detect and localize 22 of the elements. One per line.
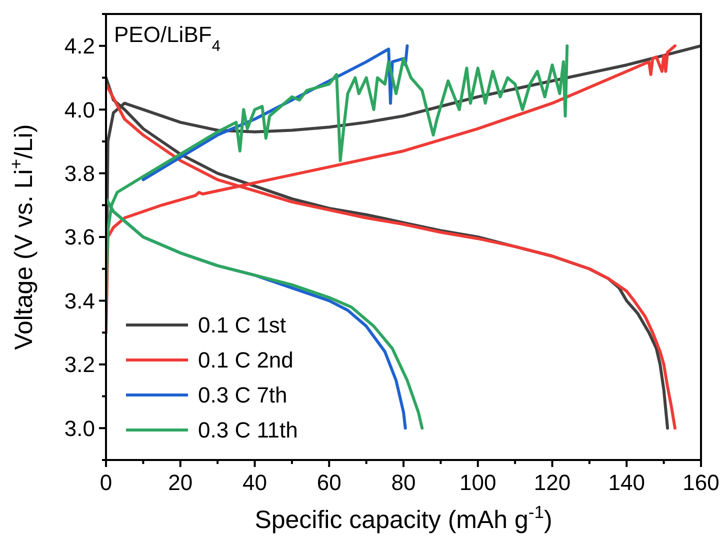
y-tick-label: 3.4 [64, 288, 95, 314]
x-tick-label: 100 [460, 470, 496, 495]
legend-label: 0.1 C 2nd [198, 348, 294, 373]
y-tick-label: 3.8 [64, 160, 95, 186]
text: PEO/LiBF$_{4}$ [114, 22, 221, 54]
y-tick-label: 4.0 [64, 97, 95, 122]
x-axis-title: Specific capacity (mAh g$^{-1}$) [254, 502, 552, 534]
x-tick-label: 20 [168, 470, 193, 495]
x-tick-label: 120 [534, 470, 571, 495]
x-tick-label: 60 [316, 470, 342, 495]
text: 3.0 [64, 416, 95, 441]
legend-label: 0.3 C 7th [198, 382, 288, 408]
legend-label: 0.3 C 11th [198, 418, 298, 443]
x-tick-label: 140 [608, 470, 645, 495]
legend-label: 0.1 C 1st [198, 312, 286, 338]
x-tick-label: 80 [391, 470, 416, 495]
x-tick-label: 40 [242, 470, 267, 495]
y-tick-label: 3.2 [64, 352, 95, 378]
y-tick-label: 3.6 [64, 224, 95, 250]
x-tick-label: 160 [682, 470, 720, 495]
y-tick-label: 4.2 [64, 34, 95, 59]
x-tick-label: 0 [100, 470, 112, 495]
